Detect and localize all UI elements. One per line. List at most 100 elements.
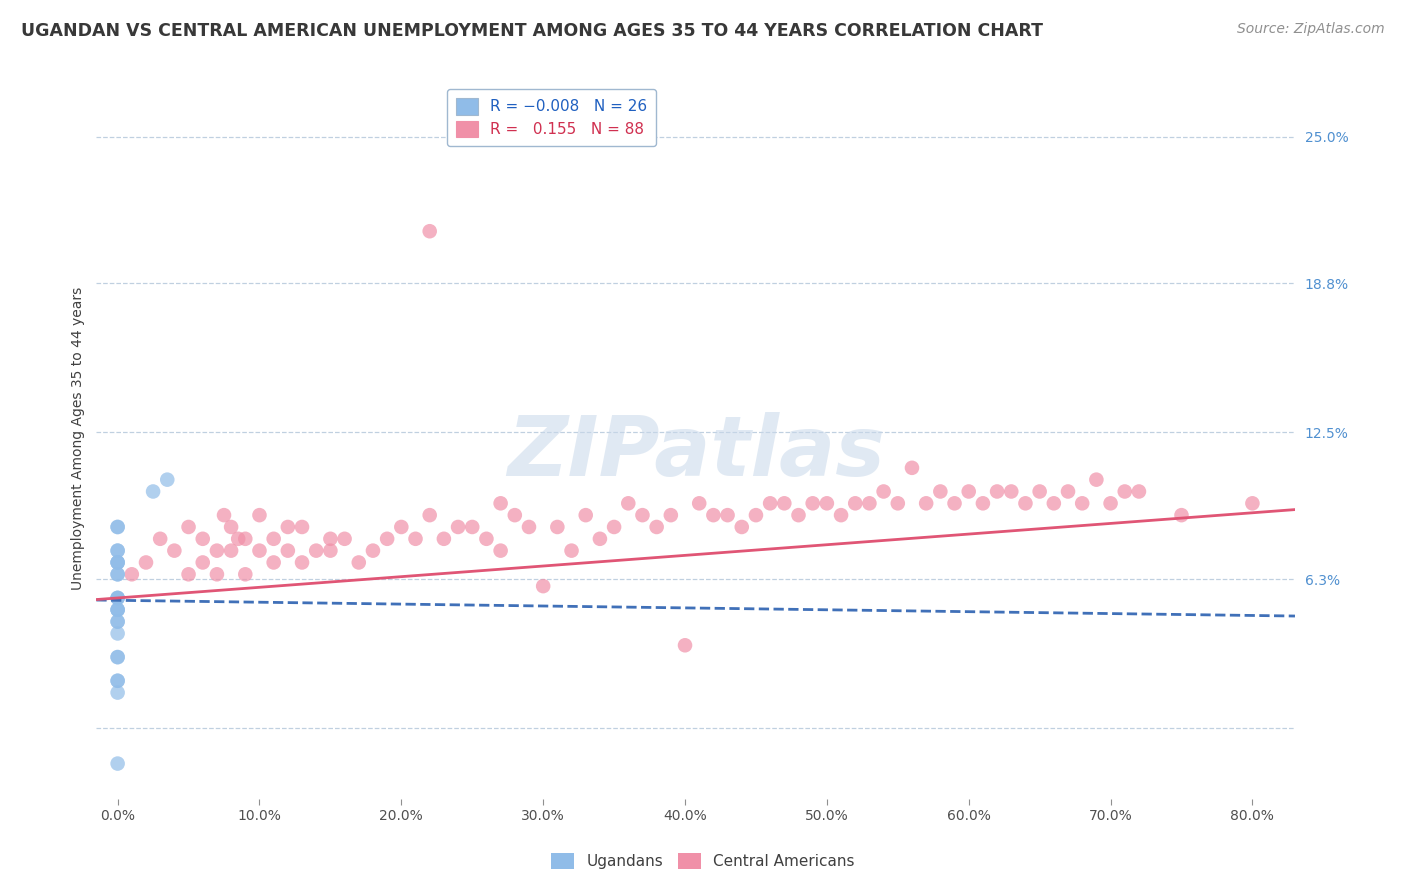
- Point: [773, 496, 796, 510]
- Point: [305, 543, 328, 558]
- Point: [461, 520, 484, 534]
- Point: [107, 673, 129, 688]
- Point: [915, 496, 938, 510]
- Y-axis label: Unemployment Among Ages 35 to 44 years: Unemployment Among Ages 35 to 44 years: [72, 286, 86, 590]
- Point: [1128, 484, 1150, 499]
- Point: [107, 685, 129, 699]
- Point: [263, 532, 285, 546]
- Point: [858, 496, 880, 510]
- Point: [447, 520, 470, 534]
- Point: [419, 224, 441, 238]
- Point: [943, 496, 966, 510]
- Point: [1043, 496, 1066, 510]
- Point: [319, 532, 342, 546]
- Point: [233, 532, 256, 546]
- Point: [405, 532, 427, 546]
- Point: [1071, 496, 1094, 510]
- Point: [135, 556, 157, 570]
- Point: [872, 484, 894, 499]
- Point: [830, 508, 852, 523]
- Point: [716, 508, 738, 523]
- Point: [107, 603, 129, 617]
- Point: [107, 556, 129, 570]
- Point: [205, 543, 228, 558]
- Point: [901, 460, 924, 475]
- Point: [319, 543, 342, 558]
- Point: [929, 484, 952, 499]
- Point: [589, 532, 612, 546]
- Point: [107, 673, 129, 688]
- Point: [212, 508, 235, 523]
- Point: [489, 496, 512, 510]
- Point: [887, 496, 910, 510]
- Point: [1028, 484, 1050, 499]
- Point: [219, 543, 242, 558]
- Point: [631, 508, 654, 523]
- Point: [177, 567, 200, 582]
- Point: [546, 520, 568, 534]
- Point: [603, 520, 626, 534]
- Point: [107, 556, 129, 570]
- Point: [107, 543, 129, 558]
- Point: [219, 520, 242, 534]
- Point: [107, 603, 129, 617]
- Point: [617, 496, 640, 510]
- Point: [277, 520, 299, 534]
- Point: [787, 508, 810, 523]
- Point: [107, 543, 129, 558]
- Point: [972, 496, 994, 510]
- Point: [121, 567, 143, 582]
- Point: [561, 543, 583, 558]
- Point: [575, 508, 598, 523]
- Point: [107, 626, 129, 640]
- Point: [517, 520, 540, 534]
- Point: [347, 556, 370, 570]
- Point: [107, 520, 129, 534]
- Point: [226, 532, 249, 546]
- Point: [844, 496, 866, 510]
- Point: [1014, 496, 1036, 510]
- Point: [731, 520, 754, 534]
- Point: [745, 508, 768, 523]
- Point: [1057, 484, 1080, 499]
- Point: [291, 556, 314, 570]
- Point: [375, 532, 398, 546]
- Legend: R = −0.008   N = 26, R =   0.155   N = 88: R = −0.008 N = 26, R = 0.155 N = 88: [447, 88, 657, 146]
- Point: [489, 543, 512, 558]
- Point: [149, 532, 172, 546]
- Point: [107, 650, 129, 665]
- Point: [107, 591, 129, 605]
- Point: [177, 520, 200, 534]
- Point: [107, 615, 129, 629]
- Point: [389, 520, 412, 534]
- Point: [419, 508, 441, 523]
- Point: [645, 520, 668, 534]
- Point: [107, 756, 129, 771]
- Point: [107, 591, 129, 605]
- Point: [333, 532, 356, 546]
- Point: [107, 591, 129, 605]
- Point: [986, 484, 1008, 499]
- Point: [142, 484, 165, 499]
- Point: [163, 543, 186, 558]
- Point: [1099, 496, 1122, 510]
- Point: [688, 496, 710, 510]
- Point: [191, 532, 214, 546]
- Point: [205, 567, 228, 582]
- Point: [191, 556, 214, 570]
- Point: [759, 496, 782, 510]
- Point: [249, 508, 271, 523]
- Point: [475, 532, 498, 546]
- Point: [659, 508, 682, 523]
- Point: [433, 532, 456, 546]
- Point: [107, 603, 129, 617]
- Point: [361, 543, 384, 558]
- Point: [107, 615, 129, 629]
- Point: [531, 579, 554, 593]
- Text: Source: ZipAtlas.com: Source: ZipAtlas.com: [1237, 22, 1385, 37]
- Point: [249, 543, 271, 558]
- Point: [107, 556, 129, 570]
- Point: [1170, 508, 1192, 523]
- Point: [1114, 484, 1136, 499]
- Point: [673, 638, 696, 652]
